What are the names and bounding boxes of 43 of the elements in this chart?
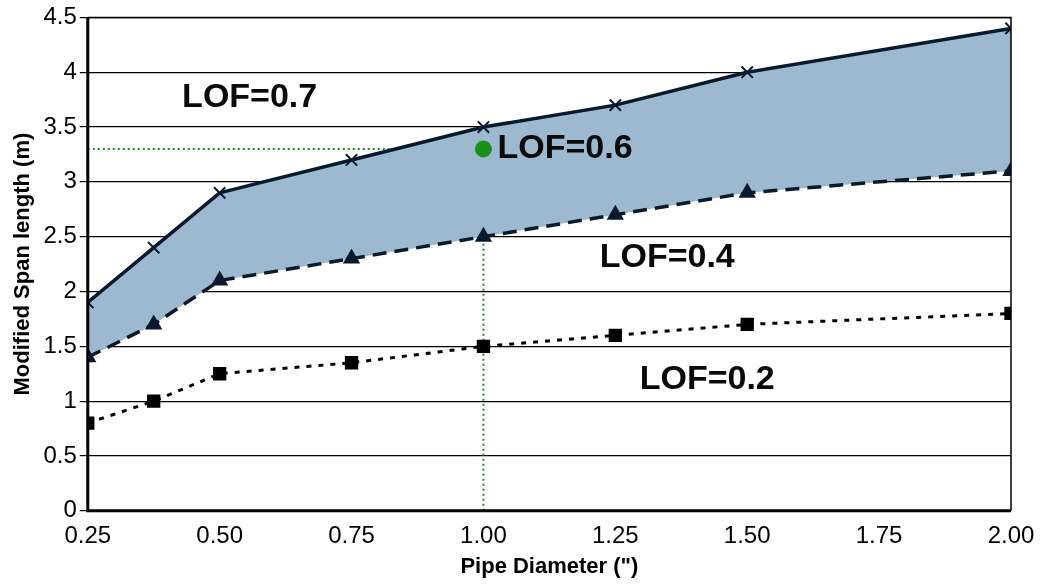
point	[739, 183, 756, 198]
y-tick-label: 1	[63, 385, 77, 413]
y-tick-label: 2	[63, 276, 77, 304]
x-axis-title: Pipe Diameter (")	[460, 552, 639, 578]
point	[740, 65, 754, 79]
point	[213, 186, 227, 200]
x-tick-label: 1.75	[855, 520, 903, 548]
point	[475, 227, 492, 242]
point	[147, 394, 161, 408]
series-label: LOF=0.7	[182, 76, 318, 115]
y-tick-label: 0.5	[43, 440, 77, 468]
point	[344, 153, 359, 167]
x-tick-label: 0.25	[64, 520, 112, 548]
x-tick-label: 0.50	[196, 520, 244, 548]
y-tick-label: 4.5	[43, 2, 77, 30]
point	[213, 367, 227, 381]
point	[145, 315, 162, 330]
series-label: LOF=0.4	[599, 236, 735, 275]
y-tick-label: 3	[63, 166, 77, 194]
x-tick-label: 1.00	[460, 520, 507, 548]
y-tick-label: 3.5	[43, 111, 77, 139]
x-tick-label: 0.75	[328, 520, 375, 548]
point	[607, 205, 624, 220]
point	[211, 271, 228, 286]
point	[343, 249, 360, 264]
series-label: LOF=0.6	[497, 127, 633, 166]
point	[608, 328, 622, 343]
point	[608, 98, 622, 112]
point	[476, 120, 491, 134]
point	[474, 140, 492, 158]
x-tick-label: 2.00	[987, 520, 1035, 548]
point	[147, 241, 161, 255]
point	[344, 356, 359, 370]
x-tick-label: 1.50	[723, 520, 771, 548]
x-tick-label: 1.25	[591, 520, 639, 548]
y-tick-label: 2.5	[43, 221, 77, 249]
series-label: LOF=0.2	[639, 357, 775, 396]
y-tick-label: 4	[63, 56, 77, 84]
y-tick-label: 0	[63, 495, 77, 523]
y-tick-label: 1.5	[43, 330, 77, 358]
y-axis-title: Modified Span length (m)	[9, 132, 35, 396]
point	[476, 339, 491, 353]
point	[740, 317, 754, 332]
